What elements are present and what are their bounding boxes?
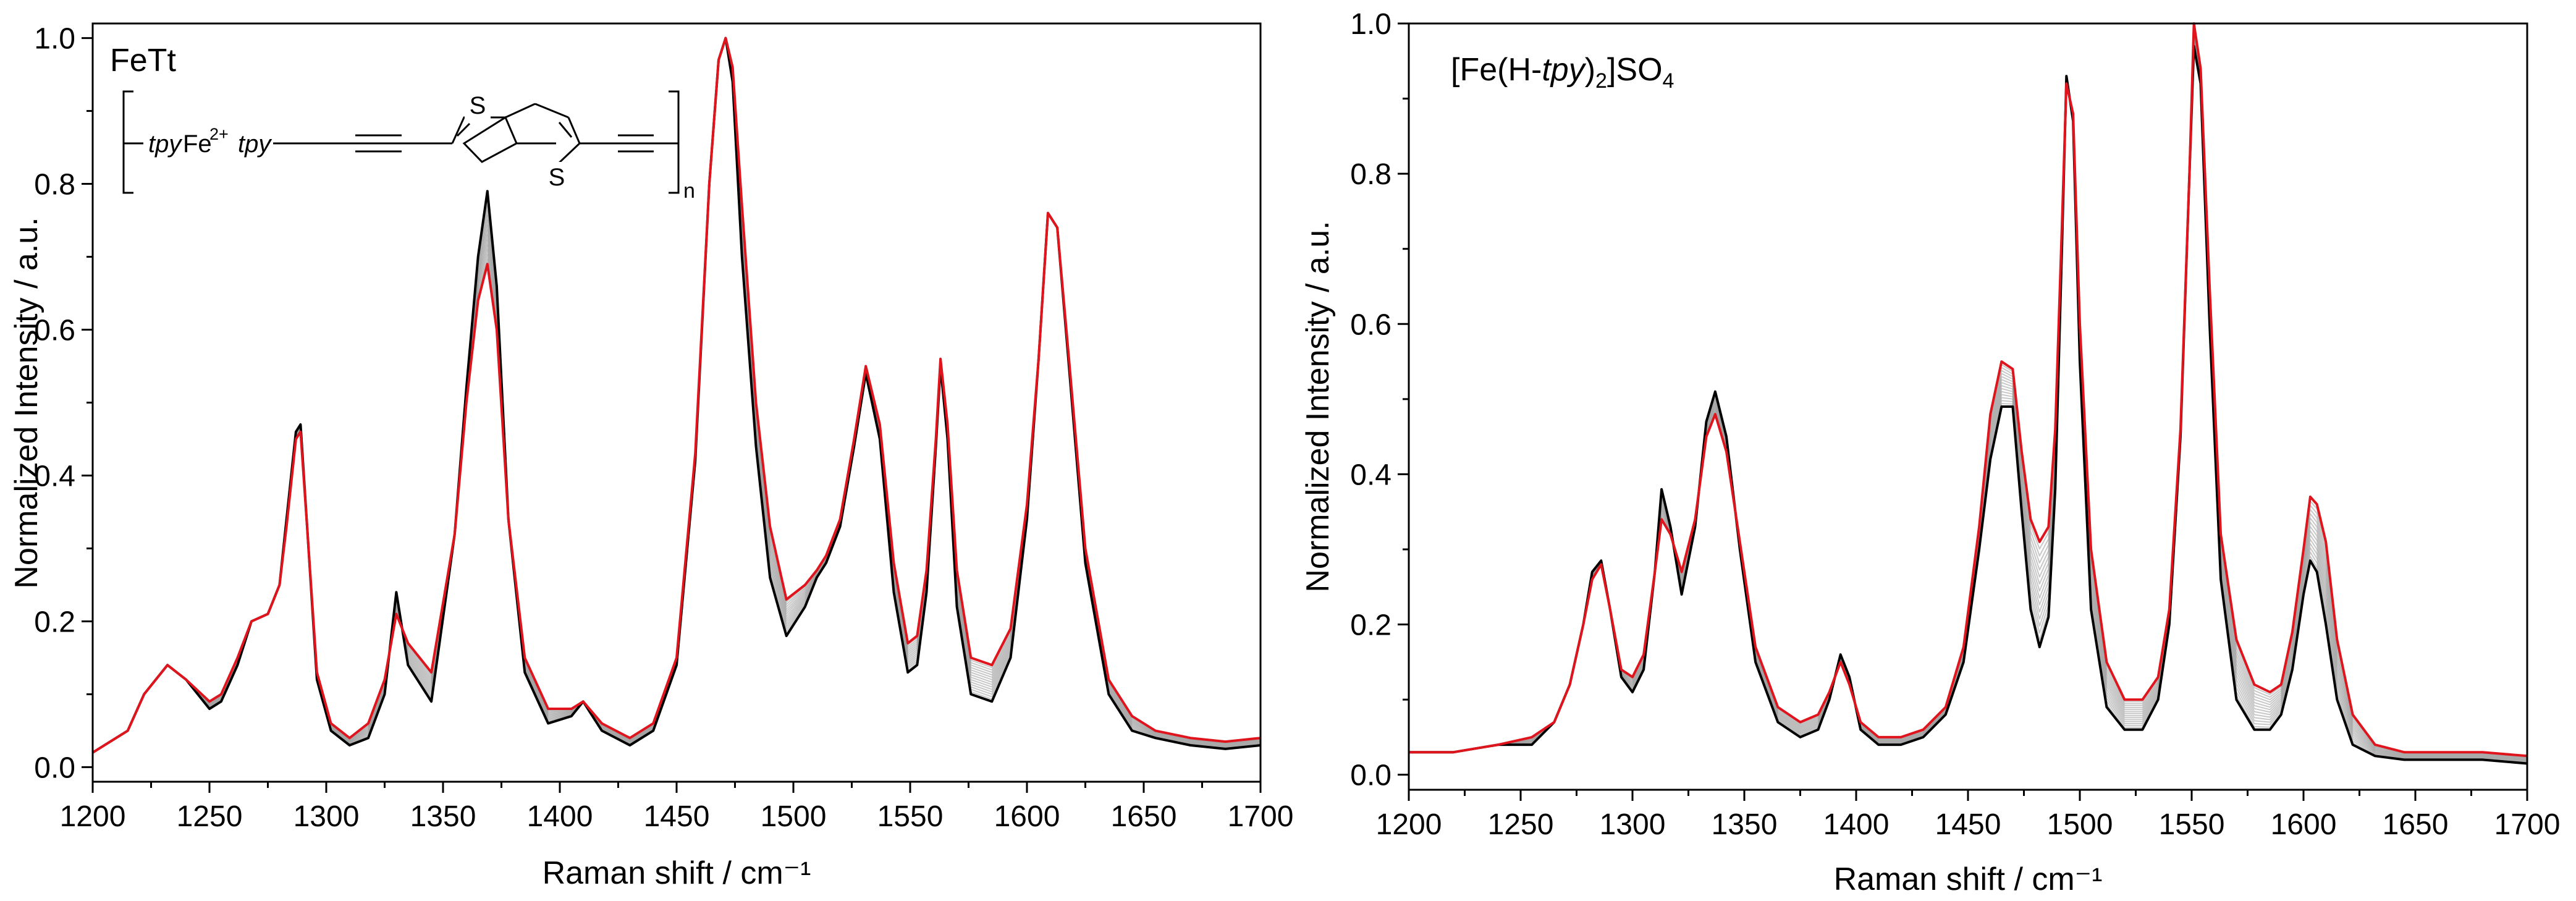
left-x-tick-label: 1550 xyxy=(877,800,944,833)
fett-structure-inset: tpy Fe 2+ tpy S S xyxy=(122,90,695,203)
left-y-tick-label: 0.2 xyxy=(34,606,75,638)
right-x-tick-label: 1450 xyxy=(1935,808,2001,841)
right-y-tick-label: 1.0 xyxy=(1350,8,1391,41)
left-y-tick-label: 0.4 xyxy=(34,460,75,493)
left-x-tick-label: 1200 xyxy=(60,800,126,833)
tpy-left-label: tpy xyxy=(148,130,183,158)
left-x-tick-label: 1450 xyxy=(644,800,710,833)
right-x-axis-title: Raman shift / cm⁻¹ xyxy=(1834,861,2103,897)
right-x-tick-label: 1700 xyxy=(2494,808,2561,841)
right-x-tick-label: 1650 xyxy=(2383,808,2449,841)
left-x-tick-label: 1500 xyxy=(761,800,827,833)
right-series-final xyxy=(1409,22,2528,758)
right-plot-content xyxy=(1409,22,2528,765)
right-y-tick-label: 0.4 xyxy=(1350,459,1391,491)
left-x-tick-label: 1600 xyxy=(994,800,1060,833)
left-x-tick-label: 1400 xyxy=(527,800,593,833)
sulfur-top-label: S xyxy=(470,92,486,119)
right-y-tick-label: 0.2 xyxy=(1350,609,1391,642)
left-y-tick-label: 0.8 xyxy=(34,169,75,201)
left-x-tick-label: 1250 xyxy=(177,800,243,833)
right-chart: 1200 1250 1300 1350 1400 1450 1500 1550 1600 1650… xyxy=(1300,8,2560,897)
right-x-tick-label: 1550 xyxy=(2159,808,2225,841)
right-y-tick-label: 0.8 xyxy=(1350,158,1391,191)
right-y-tick-label: 0.0 xyxy=(1350,759,1391,792)
right-y-tick-label: 0.6 xyxy=(1350,308,1391,341)
right-x-tick-label: 1400 xyxy=(1823,808,1890,841)
repeat-n-label: n xyxy=(683,179,695,203)
left-x-tick-label: 1300 xyxy=(293,800,360,833)
left-x-tick-label: 1350 xyxy=(410,800,476,833)
left-chart: 1200 1250 1300 1350 1400 1450 1500 1550 1600 1650… xyxy=(9,22,1293,891)
left-series-final xyxy=(91,36,1261,754)
sulfur-bottom-label: S xyxy=(549,164,565,191)
right-x-tick-label: 1300 xyxy=(1600,808,1666,841)
left-x-axis-title: Raman shift / cm⁻¹ xyxy=(543,855,811,891)
left-x-tick-label: 1650 xyxy=(1111,800,1177,833)
right-x-tick-label: 1200 xyxy=(1376,808,1442,841)
left-axes: 1200 1250 1300 1350 1400 1450 1500 1550 1600 1650… xyxy=(34,23,1293,833)
left-chart-title: FeTt xyxy=(110,43,176,78)
left-y-axis-title: Normalized Intensity / a.u. xyxy=(9,217,44,588)
left-y-tick-label: 1.0 xyxy=(34,23,75,56)
left-x-tick-label: 1700 xyxy=(1228,800,1294,833)
tpy-right-label: tpy xyxy=(238,130,272,158)
right-x-tick-label: 1350 xyxy=(1712,808,1778,841)
left-plot-content xyxy=(91,36,1261,754)
right-x-tick-label: 1600 xyxy=(2271,808,2337,841)
right-y-axis-title: Normalized Intensity / a.u. xyxy=(1300,221,1336,592)
iron-label: Fe xyxy=(183,130,212,158)
left-y-tick-label: 0.0 xyxy=(34,751,75,784)
right-chart-title: [Fe(H-tpy)2]SO4 xyxy=(1451,52,1674,93)
right-x-tick-label: 1500 xyxy=(2047,808,2113,841)
charge-label: 2+ xyxy=(209,125,229,143)
right-x-tick-label: 1250 xyxy=(1488,808,1554,841)
right-axes: 1200 1250 1300 1350 1400 1450 1500 1550 1600 1650… xyxy=(1350,8,2560,841)
left-y-tick-label: 0.6 xyxy=(34,315,75,347)
